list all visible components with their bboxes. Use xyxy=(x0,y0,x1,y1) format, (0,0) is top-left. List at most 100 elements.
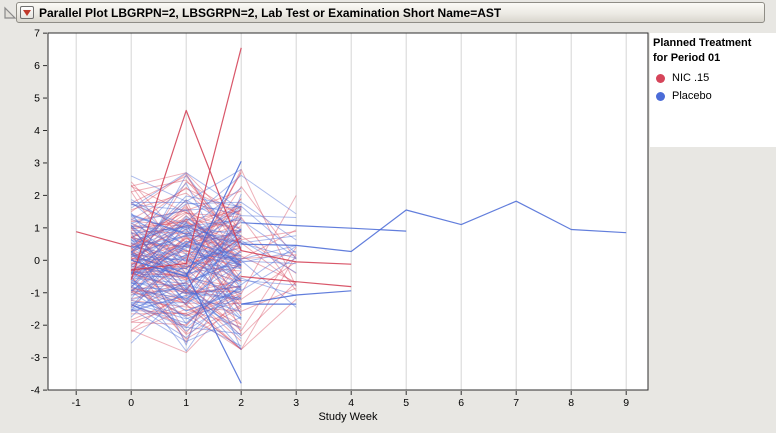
subject-line-placebo xyxy=(130,201,297,265)
subject-line-nic xyxy=(131,308,242,333)
subject-line-placebo xyxy=(130,224,242,306)
subject-line-placebo xyxy=(130,228,242,315)
subject-line-nic xyxy=(130,235,297,300)
y-tick-label: -1 xyxy=(31,287,40,299)
subject-line-nic xyxy=(130,218,242,282)
x-tick-label: 9 xyxy=(623,397,629,409)
subject-line-placebo xyxy=(130,240,242,288)
subject-line-nic xyxy=(131,298,297,350)
subject-line-placebo xyxy=(131,225,242,249)
subject-line-nic xyxy=(130,218,242,247)
subject-line-nic xyxy=(130,186,297,270)
subject-line-placebo xyxy=(130,215,242,283)
subject-line-nic xyxy=(130,232,242,311)
x-tick-label: 7 xyxy=(513,397,519,409)
highlight-line-placebo xyxy=(241,290,352,305)
subject-line-nic xyxy=(131,190,242,222)
outline-title-bar: Parallel Plot LBGRPN=2, LBSGRPN=2, Lab T… xyxy=(16,2,765,23)
subject-line-nic xyxy=(131,179,242,244)
subject-line-nic xyxy=(130,181,242,244)
subject-line-placebo xyxy=(131,213,242,235)
y-tick-label: 7 xyxy=(34,28,40,40)
subject-line-nic xyxy=(131,274,242,326)
subject-line-placebo xyxy=(130,187,242,231)
legend-item-placebo[interactable]: Placebo xyxy=(653,90,776,102)
subject-line-placebo xyxy=(131,203,242,237)
subject-line-nic xyxy=(131,252,242,272)
legend-item-nic-label: NIC .15 xyxy=(672,72,710,84)
subject-line-nic xyxy=(130,185,242,233)
red-triangle-menu-button[interactable] xyxy=(20,6,34,19)
highlight-line-placebo xyxy=(131,161,242,278)
highlight-line-nic xyxy=(241,275,352,288)
subject-line-nic xyxy=(131,292,242,315)
subject-line-placebo xyxy=(131,271,242,324)
subject-line-placebo xyxy=(130,253,242,319)
subject-line-nic xyxy=(130,289,242,332)
subject-line-nic xyxy=(130,234,242,266)
subject-line-nic xyxy=(130,215,242,265)
y-tick-label: -3 xyxy=(31,352,40,364)
red-triangle-icon xyxy=(23,9,31,16)
legend-item-nic[interactable]: NIC .15 xyxy=(653,72,776,84)
subject-line-nic xyxy=(130,173,242,267)
subject-line-placebo xyxy=(130,226,242,267)
subject-line-nic xyxy=(130,265,242,296)
subject-line-nic xyxy=(131,248,242,304)
subject-line-placebo xyxy=(130,228,242,303)
subject-line-nic xyxy=(131,225,242,270)
subject-line-placebo xyxy=(130,193,242,346)
subject-line-placebo xyxy=(131,289,242,329)
subject-line-placebo xyxy=(131,257,242,285)
subject-line-placebo xyxy=(130,287,242,350)
subject-line-placebo xyxy=(130,271,242,352)
subject-line-placebo xyxy=(131,291,242,309)
subject-line-placebo xyxy=(130,199,242,254)
legend-panel: Planned Treatment for Period 01 NIC .15 … xyxy=(650,33,776,147)
subject-line-nic xyxy=(130,253,242,350)
y-tick-label: 6 xyxy=(34,60,40,72)
subject-line-placebo xyxy=(131,235,242,266)
subject-line-placebo xyxy=(131,285,242,329)
subject-line-placebo xyxy=(131,247,242,261)
subject-line-nic xyxy=(130,216,242,291)
subject-line-nic xyxy=(130,222,242,269)
subject-line-nic xyxy=(130,227,242,294)
subject-line-nic xyxy=(130,203,242,334)
outline-disclosure-icon[interactable] xyxy=(2,5,17,20)
subject-line-placebo xyxy=(130,212,242,289)
subject-line-placebo xyxy=(131,204,242,211)
plot-background[interactable] xyxy=(48,33,648,390)
y-tick-label: -4 xyxy=(31,385,40,397)
subject-line-placebo xyxy=(131,295,242,313)
outline-title: Parallel Plot LBGRPN=2, LBSGRPN=2, Lab T… xyxy=(39,5,502,20)
subject-line-nic xyxy=(130,237,242,276)
subject-line-nic xyxy=(130,206,242,264)
subject-line-placebo xyxy=(130,201,242,311)
subject-line-placebo xyxy=(130,259,242,311)
y-tick-label: 4 xyxy=(34,125,40,137)
subject-line-placebo xyxy=(131,244,297,308)
subject-line-nic xyxy=(131,272,242,294)
highlight-line-placebo xyxy=(241,200,627,253)
subject-line-nic xyxy=(130,168,297,287)
subject-line-nic xyxy=(131,265,242,288)
subject-line-placebo xyxy=(131,282,242,339)
y-tick-label: 3 xyxy=(34,157,40,169)
subject-line-nic xyxy=(130,207,242,280)
subject-line-placebo xyxy=(131,296,242,320)
subject-line-nic xyxy=(131,218,242,235)
subject-line-nic xyxy=(130,217,242,291)
subject-line-placebo xyxy=(130,168,242,202)
subject-line-placebo xyxy=(131,235,242,255)
subject-line-nic xyxy=(131,249,242,304)
subject-line-placebo xyxy=(131,284,242,301)
highlight-line-nic xyxy=(131,47,242,271)
subject-line-placebo xyxy=(130,215,242,260)
highlight-line-nic xyxy=(130,109,242,280)
subject-line-placebo xyxy=(130,218,242,284)
subject-line-placebo xyxy=(131,263,242,300)
subject-line-placebo xyxy=(130,308,242,343)
